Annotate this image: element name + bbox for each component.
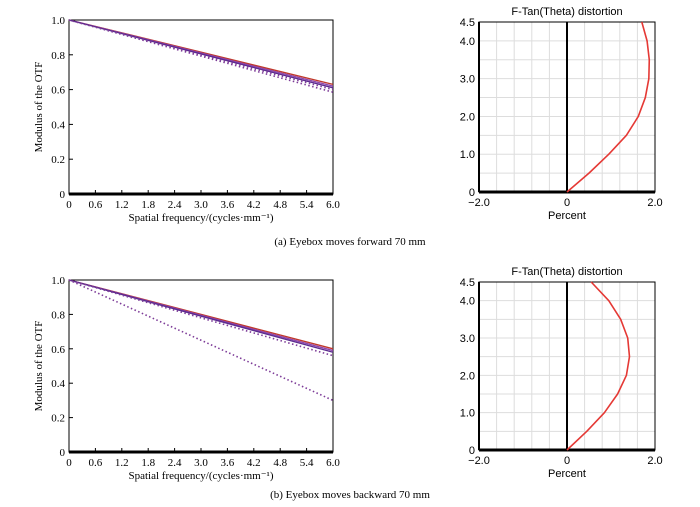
x-tick-label: 2.4 [168,457,182,469]
y-tick-label: 0.4 [51,119,65,131]
y-tick-label: 1.0 [460,149,475,161]
y-tick-label: 4.5 [460,277,475,289]
x-tick-label: 1.2 [115,199,129,211]
mtf-b-chart: 0 0.6 1.2 1.8 2.4 3.0 3.6 4.2 4.8 5.4 6.0 0 0.2 0.4 0.… [33,275,340,482]
y-tick-label: 3.0 [460,74,475,86]
x-tick-label: 3.6 [221,199,235,211]
x-tick-label: 4.2 [247,457,261,469]
series-group [68,19,334,93]
mtf-series-line [68,279,334,357]
y-tick-label: 0.2 [51,154,65,166]
x-axis-label: Spatial frequency/(cycles·mm⁻¹) [128,470,273,482]
x-tick-label: 3.0 [194,199,208,211]
y-tick-label: 4.0 [460,296,475,308]
distortion-curve [566,281,631,451]
x-tick-label: 1.8 [141,457,155,469]
series-group [68,279,334,402]
y-tick-label: 0.4 [51,378,65,390]
dist-a-chart: −2.0 0 2.001.02.03.04.04.5F-Tan(Theta) dis… [460,6,663,222]
x-tick-label: 2.0 [647,455,662,467]
plot-frame [68,19,334,195]
mtf-series-line [68,279,334,353]
chart-title: F-Tan(Theta) distortion [511,266,622,278]
x-tick-label: 4.8 [273,457,287,469]
x-tick-label: 3.6 [221,457,235,469]
y-tick-label: 0.2 [51,413,65,425]
x-tick-label: 0 [564,197,570,209]
y-tick-label: 1.0 [460,408,475,420]
x-tick-label: −2.0 [468,197,490,209]
dist-b-chart: −2.0 0 2.001.02.03.04.04.5F-Tan(Theta) dis… [460,266,663,480]
x-tick-label: 5.4 [300,199,314,211]
x-tick-label: 6.0 [326,457,340,469]
x-tick-label: 2.0 [647,197,662,209]
y-tick-label: 0.8 [51,50,65,62]
y-axis-label: Modulus of the OTF [33,62,45,153]
y-tick-label: 4.0 [460,36,475,48]
x-tick-label: −2.0 [468,455,490,467]
y-tick-label: 2.0 [460,111,475,123]
x-tick-label: 4.8 [273,199,287,211]
y-tick-label: 0.8 [51,309,65,321]
x-tick-label: 3.0 [194,457,208,469]
y-tick-label: 2.0 [460,370,475,382]
mtf-a-chart: 0 0.6 1.2 1.8 2.4 3.0 3.6 4.2 4.8 5.4 6.0 0 0.2 0.4 0.… [33,15,340,224]
x-tick-label: 1.2 [115,457,129,469]
y-tick-label: 4.5 [460,17,475,29]
x-tick-label: 1.8 [141,199,155,211]
mtf-series-line [68,19,334,93]
x-axis-label: Spatial frequency/(cycles·mm⁻¹) [128,212,273,224]
x-tick-label: 2.4 [168,199,182,211]
y-tick-label: 0 [469,445,475,457]
x-axis-label: Percent [548,468,586,480]
x-tick-label: 4.2 [247,199,261,211]
x-tick-label: 0.6 [89,199,103,211]
caption-a: (a) Eyebox moves forward 70 mm [274,236,426,248]
y-tick-label: 0.6 [51,344,65,356]
mtf-series-line [68,279,334,402]
x-axis-label: Percent [548,210,586,222]
plot-frame [68,279,334,453]
y-tick-label: 1.0 [51,275,65,287]
y-tick-label: 0 [60,447,66,459]
y-tick-label: 1.0 [51,15,65,27]
y-tick-label: 0 [60,189,66,201]
chart-title: F-Tan(Theta) distortion [511,6,622,18]
y-tick-label: 0 [469,187,475,199]
y-tick-label: 0.6 [51,85,65,97]
x-tick-label: 0 [66,457,72,469]
x-tick-label: 5.4 [300,457,314,469]
caption-b: (b) Eyebox moves backward 70 mm [270,489,430,501]
y-tick-label: 3.0 [460,333,475,345]
mtf-series-line [68,19,334,91]
y-axis-label: Modulus of the OTF [33,321,45,412]
x-tick-label: 0.6 [89,457,103,469]
x-tick-label: 6.0 [326,199,340,211]
distortion-curve [566,21,651,193]
x-tick-label: 0 [66,199,72,211]
x-tick-label: 0 [564,455,570,467]
